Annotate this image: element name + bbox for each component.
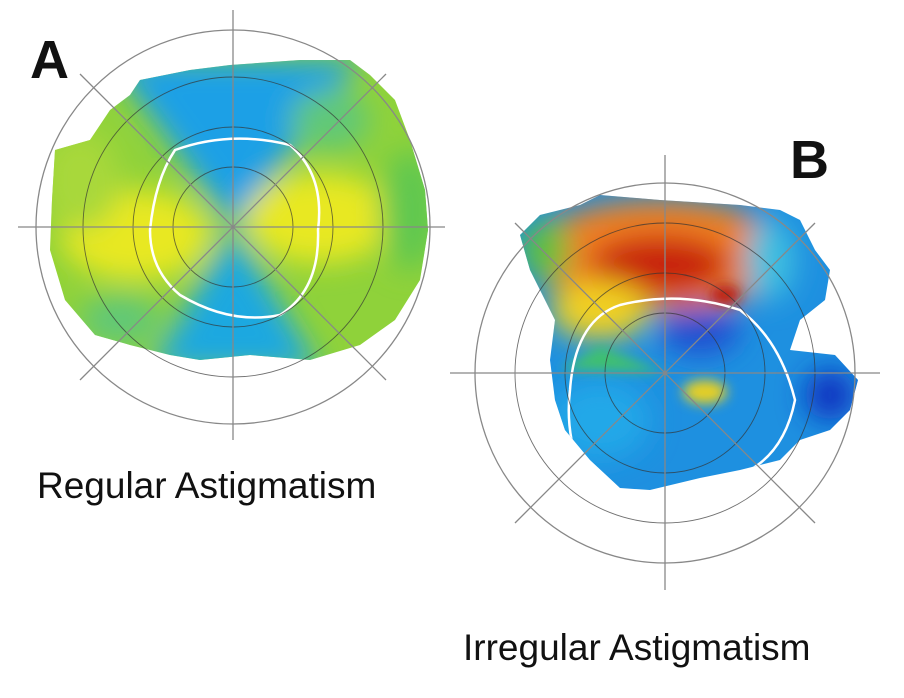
panel-label: B [790,130,829,190]
panel-caption: Regular Astigmatism [37,465,376,506]
topography-map-a [18,10,445,440]
panel-caption: Irregular Astigmatism [463,627,811,668]
topography-map-b [450,155,880,590]
panel-label: A [30,30,69,90]
